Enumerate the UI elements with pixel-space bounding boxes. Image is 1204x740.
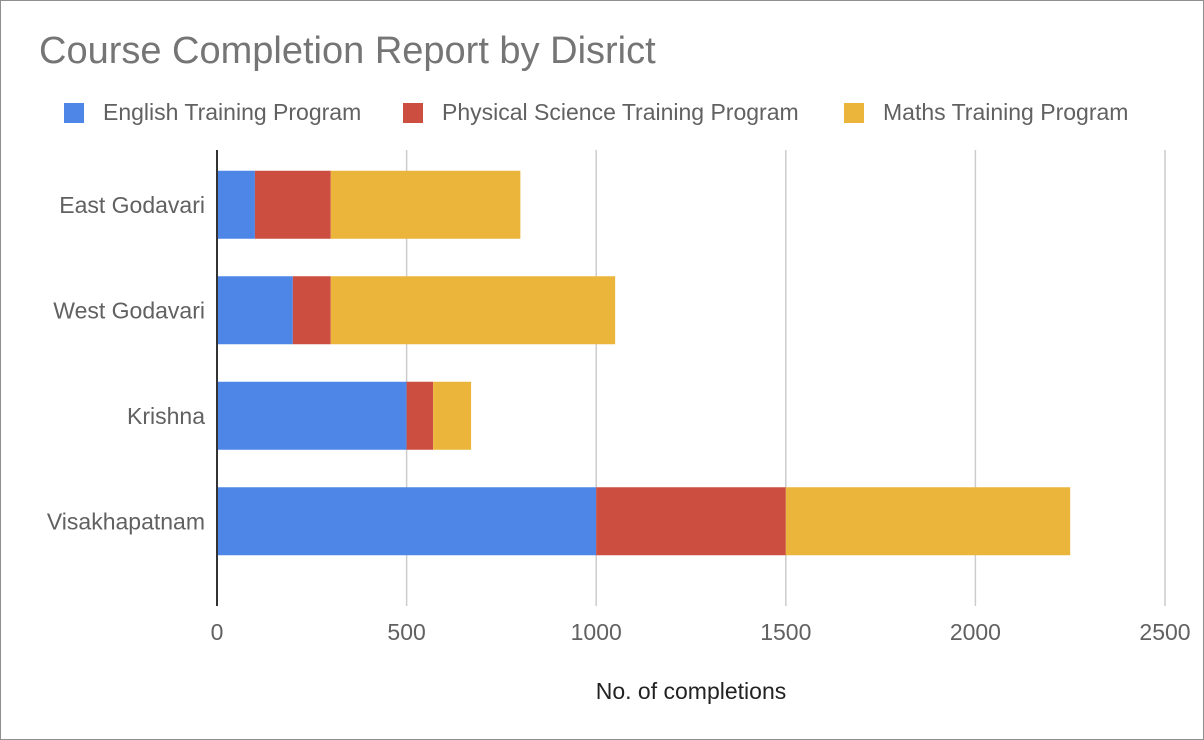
legend-label-physical-science: Physical Science Training Program xyxy=(442,99,799,125)
bar-1-series-2 xyxy=(330,276,616,345)
legend-swatch-maths xyxy=(844,103,864,123)
y-tick-label-1: West Godavari xyxy=(53,297,205,323)
y-tick-label-0: East Godavari xyxy=(59,192,205,218)
legend-swatch-physical-science xyxy=(403,103,423,123)
bar-3-series-2 xyxy=(785,487,1071,556)
bar-1-series-1 xyxy=(292,276,331,345)
bar-3-series-0 xyxy=(217,487,597,556)
x-tick-label-1: 500 xyxy=(387,619,425,645)
x-tick-label-5: 2500 xyxy=(1139,619,1190,645)
x-axis-title: No. of completions xyxy=(596,678,786,704)
legend-label-english: English Training Program xyxy=(103,99,362,125)
bar-0-series-0 xyxy=(217,170,255,239)
x-tick-label-4: 2000 xyxy=(950,619,1001,645)
bar-1-series-0 xyxy=(217,276,293,345)
x-tick-label-3: 1500 xyxy=(760,619,811,645)
bar-2-series-1 xyxy=(406,381,434,450)
bar-3-series-1 xyxy=(596,487,786,556)
chart-title: Course Completion Report by Disrict xyxy=(39,30,656,72)
x-tick-label-2: 1000 xyxy=(571,619,622,645)
x-tick-label-0: 0 xyxy=(211,619,224,645)
bar-2-series-0 xyxy=(217,381,407,450)
bar-0-series-2 xyxy=(330,170,521,239)
y-tick-label-2: Krishna xyxy=(127,403,205,429)
y-tick-label-3: Visakhapatnam xyxy=(47,508,205,534)
bar-0-series-1 xyxy=(254,170,331,239)
legend-label-maths: Maths Training Program xyxy=(883,99,1129,125)
bar-2-series-2 xyxy=(433,381,472,450)
legend-swatch-english xyxy=(64,103,84,123)
